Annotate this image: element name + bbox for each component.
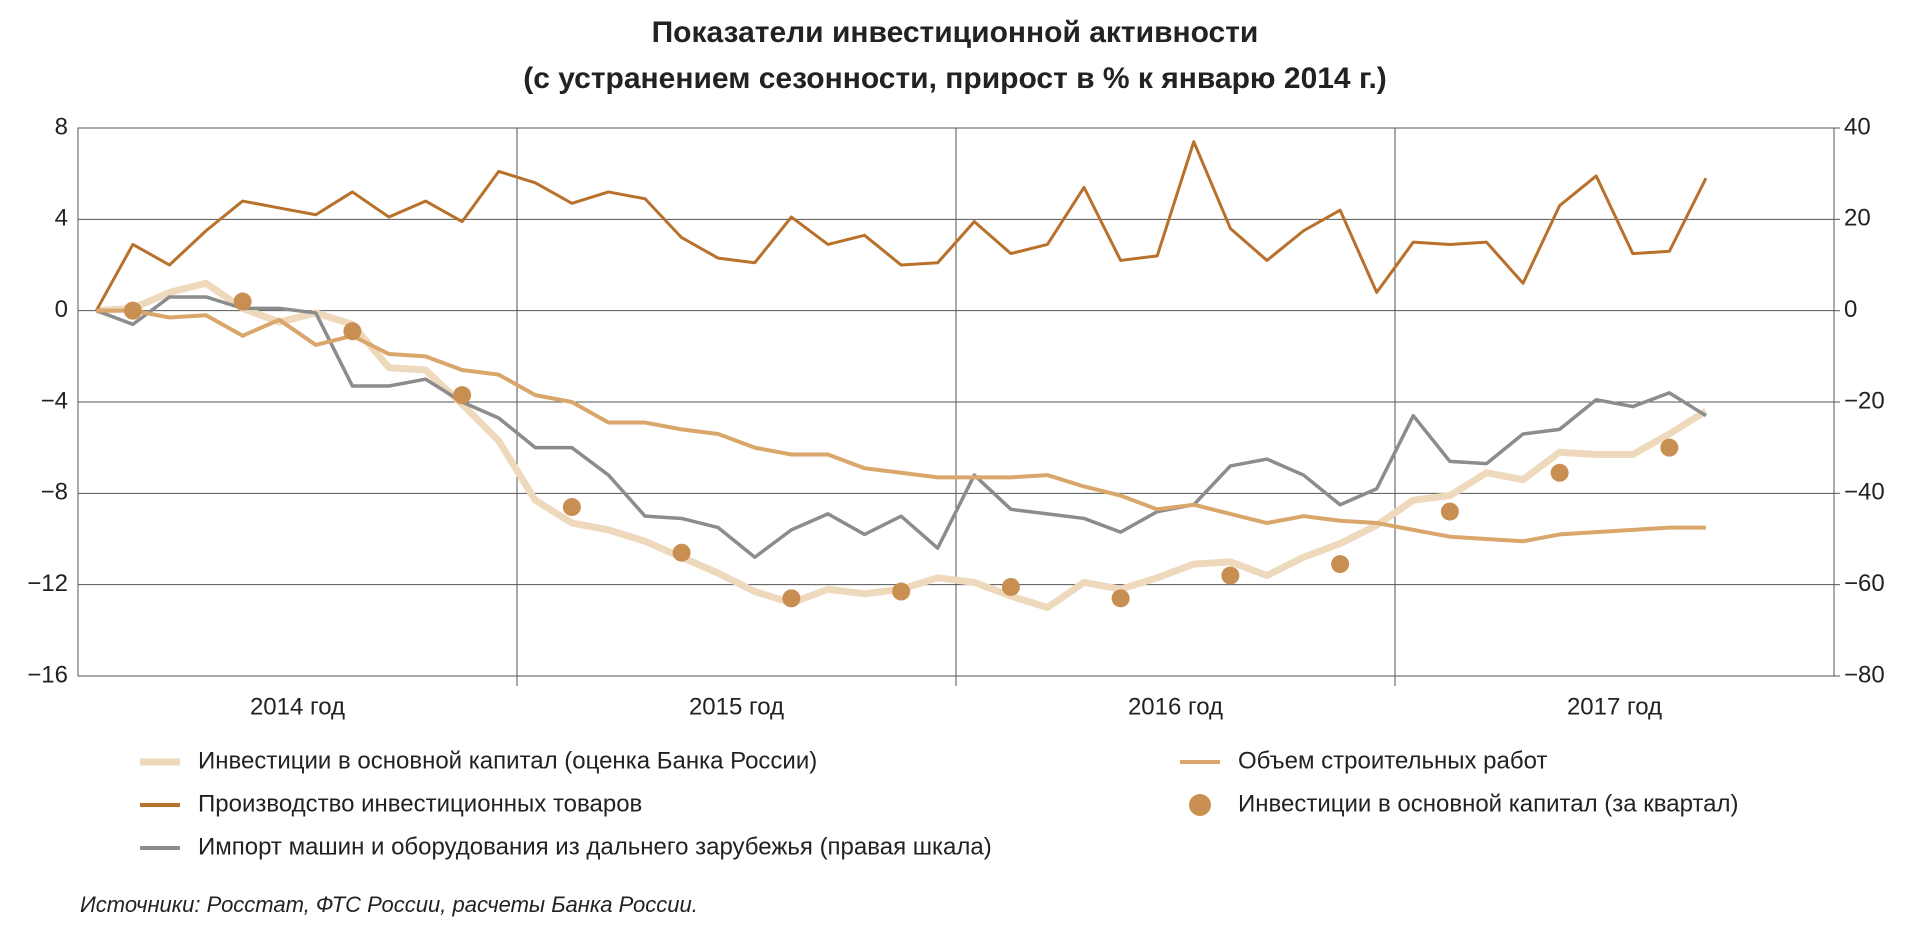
y-tick-label: −8 — [41, 479, 68, 506]
data-point — [1331, 555, 1350, 574]
data-point — [672, 543, 691, 562]
y-tick-label: −16 — [27, 661, 68, 688]
x-tick-label: 2015 год — [689, 693, 784, 720]
legend-label: Импорт машин и оборудования из дальнего … — [198, 833, 992, 860]
data-point — [892, 582, 911, 601]
y-tick-label: 0 — [55, 296, 68, 323]
chart-subtitle: (с устранением сезонности, прирост в % к… — [523, 62, 1387, 95]
series-line — [96, 308, 1706, 544]
data-point — [343, 322, 362, 341]
data-point — [562, 498, 581, 517]
chart-title: Показатели инвестиционной активности — [652, 16, 1259, 49]
y-tick-label: 4 — [55, 205, 68, 232]
y2-tick-label: −60 — [1844, 570, 1885, 597]
plot-frame — [77, 127, 1835, 677]
x-tick-label: 2014 год — [250, 693, 345, 720]
series-line — [95, 295, 1707, 560]
x-tick-label: 2017 год — [1567, 693, 1662, 720]
y-tick-label: −12 — [27, 570, 68, 597]
x-tick-label: 2016 год — [1128, 693, 1223, 720]
data-point — [1221, 566, 1240, 585]
y2-tick-label: 20 — [1844, 205, 1871, 232]
series-line — [96, 279, 1708, 611]
data-point — [1440, 502, 1459, 521]
data-point — [1660, 438, 1679, 457]
data-point — [1550, 463, 1569, 482]
legend-label: Объем строительных работ — [1238, 747, 1547, 774]
data-point — [782, 589, 801, 608]
y2-tick-label: 0 — [1844, 296, 1857, 323]
legend-marker — [1189, 794, 1211, 816]
data-point — [1001, 577, 1020, 596]
data-point — [1111, 589, 1130, 608]
y-tick-label: −4 — [41, 387, 68, 414]
y2-tick-label: −20 — [1844, 387, 1885, 414]
data-point — [233, 292, 252, 311]
y-tick-label: 8 — [55, 113, 68, 140]
data-point — [123, 301, 142, 320]
legend-label: Инвестиции в основной капитал (за кварта… — [1238, 790, 1739, 817]
legend-label: Инвестиции в основной капитал (оценка Ба… — [198, 747, 817, 774]
source-note: Источники: Росстат, ФТС России, расчеты … — [80, 892, 698, 917]
y2-tick-label: −80 — [1844, 661, 1885, 688]
y2-tick-label: 40 — [1844, 113, 1871, 140]
y2-tick-label: −40 — [1844, 479, 1885, 506]
series-line — [94, 140, 1708, 312]
legend-label: Производство инвестиционных товаров — [198, 790, 642, 817]
data-point — [453, 386, 472, 405]
